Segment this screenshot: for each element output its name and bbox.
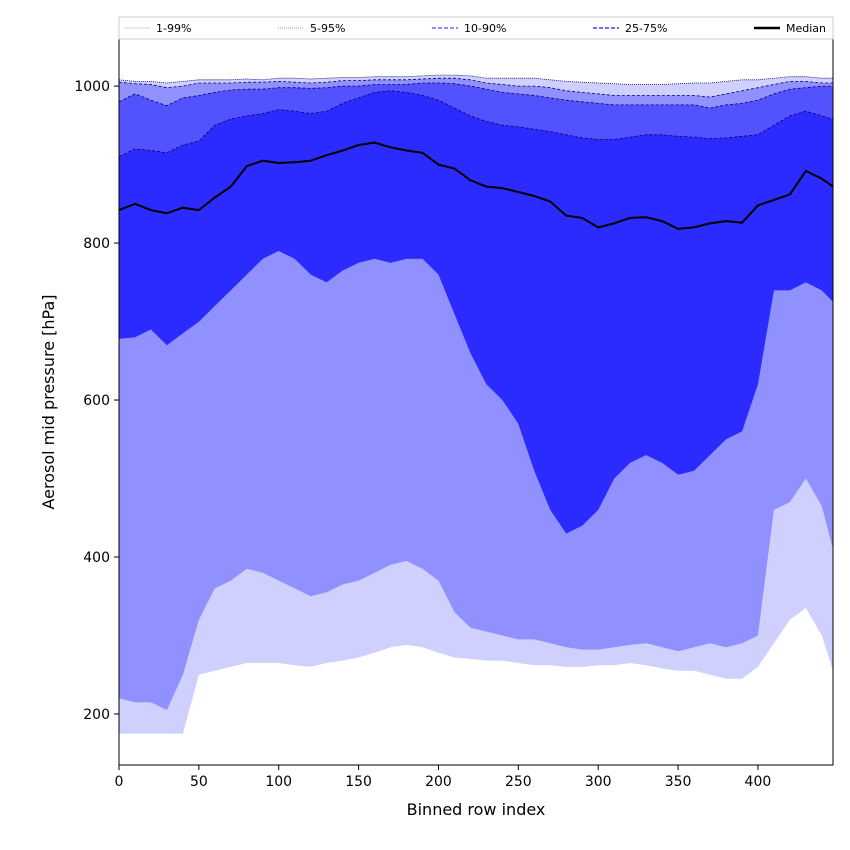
- band-25-75pct: [119, 90, 833, 534]
- legend-label: 10-90%: [464, 22, 506, 35]
- y-axis-label: Aerosol mid pressure [hPa]: [39, 294, 58, 509]
- x-tick-label: 150: [345, 774, 372, 790]
- x-tick-label: 50: [190, 774, 208, 790]
- x-tick-label: 400: [745, 774, 772, 790]
- legend-label: 25-75%: [625, 22, 667, 35]
- band-upper-edge-5-95pct: [118, 77, 833, 98]
- legend-label: 5-95%: [310, 22, 345, 35]
- y-axis: 200 400 600 800 1000: [74, 79, 119, 723]
- x-tick-label: 0: [115, 774, 124, 790]
- x-tick-label: 300: [585, 774, 612, 790]
- y-tick-label: 400: [83, 550, 110, 566]
- x-tick-label: 200: [425, 774, 452, 790]
- legend-label: Median: [786, 22, 826, 35]
- legend: 1-99% 5-95% 10-90% 25-75% Median: [118, 16, 834, 40]
- band-upper-edge-10-90pct: [118, 82, 833, 109]
- legend-label: 1-99%: [156, 22, 191, 35]
- band-upper-edge-25-75pct: [118, 90, 834, 158]
- band-edge-lines: [118, 74, 834, 230]
- y-tick-label: 800: [83, 236, 110, 252]
- legend-box: [118, 16, 834, 40]
- y-tick-label: 1000: [74, 79, 110, 95]
- x-tick-label: 350: [665, 774, 692, 790]
- median-line: [118, 141, 834, 230]
- x-axis: 0 50 100 150 200 250 300 350 400: [115, 765, 772, 790]
- percentile-bands: [119, 75, 833, 734]
- y-tick-label: 600: [83, 393, 110, 409]
- x-axis-label: Binned row index: [407, 800, 546, 819]
- x-tick-label: 100: [265, 774, 292, 790]
- y-tick-label: 200: [83, 707, 110, 723]
- band-upper-edge-1-99pct: [118, 74, 833, 85]
- x-tick-label: 250: [505, 774, 532, 790]
